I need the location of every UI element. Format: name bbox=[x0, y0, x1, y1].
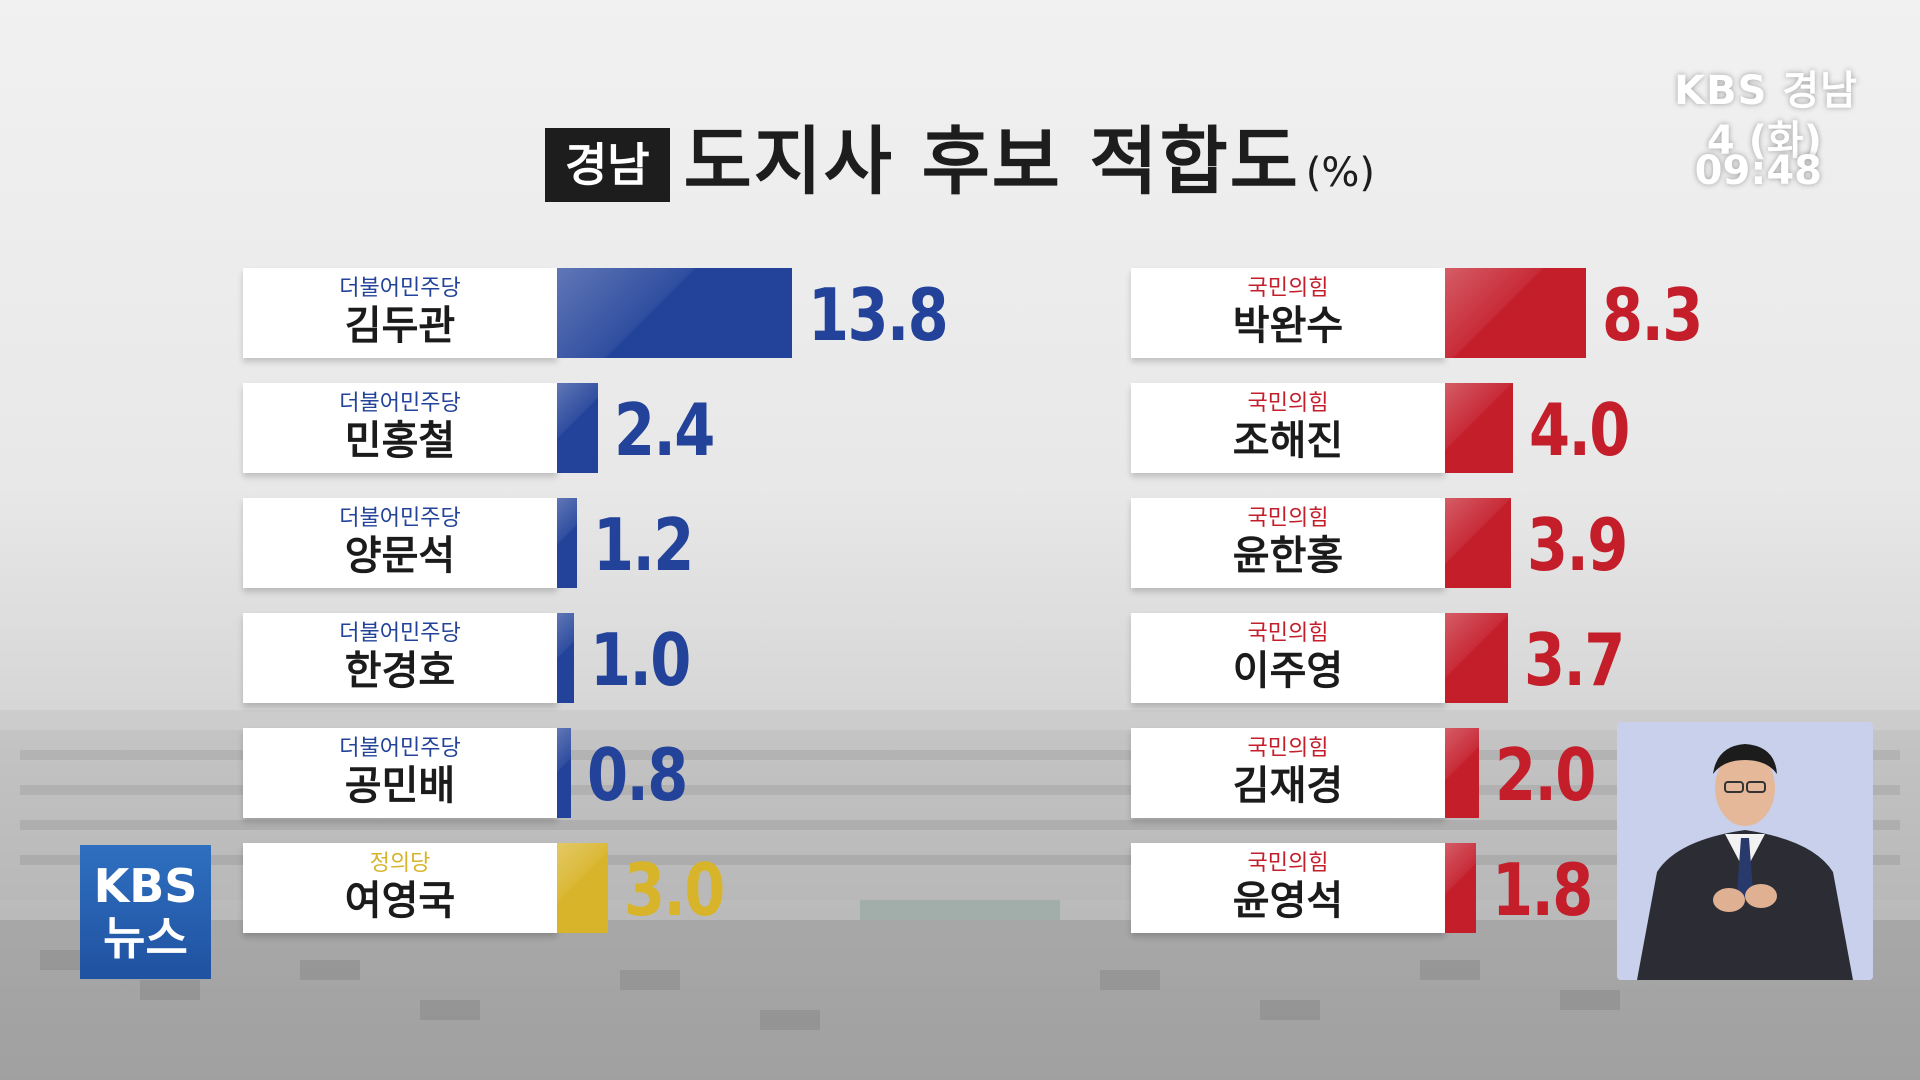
bar bbox=[557, 613, 574, 703]
party-label: 국민의힘 bbox=[1247, 276, 1329, 301]
bar-value-label: 3.0 bbox=[624, 848, 725, 932]
party-label: 국민의힘 bbox=[1247, 851, 1329, 876]
party-label: 더불어민주당 bbox=[339, 736, 461, 761]
bar bbox=[557, 268, 792, 358]
interpreter-figure-icon bbox=[1617, 722, 1873, 980]
bar bbox=[1445, 268, 1587, 358]
candidate-name-card: 국민의힘 윤한홍 bbox=[1131, 498, 1445, 588]
party-label: 국민의힘 bbox=[1247, 506, 1329, 531]
bar bbox=[1445, 498, 1512, 588]
candidate-name: 김재경 bbox=[1232, 763, 1344, 809]
candidate-name-card: 국민의힘 이주영 bbox=[1131, 613, 1445, 703]
bar-value-label: 13.8 bbox=[807, 273, 949, 357]
candidate-name: 박완수 bbox=[1232, 303, 1344, 349]
candidate-name-card: 더불어민주당 민홍철 bbox=[243, 383, 557, 473]
candidate-name: 양문석 bbox=[344, 533, 456, 579]
news-logo-line-1: KBS bbox=[93, 859, 198, 913]
candidate-name-card: 정의당 여영국 bbox=[243, 843, 557, 933]
bar-value-label: 0.8 bbox=[586, 733, 688, 817]
candidate-name-card: 국민의힘 김재경 bbox=[1131, 728, 1445, 818]
candidate-name-card: 국민의힘 윤영석 bbox=[1131, 843, 1445, 933]
bar-value-label: 1.2 bbox=[593, 503, 694, 587]
kbs-channel-logo: KBS 경남 bbox=[1674, 68, 1858, 114]
party-label: 더불어민주당 bbox=[339, 506, 461, 531]
bar-value-label: 1.0 bbox=[590, 618, 691, 702]
bar-value-label: 3.9 bbox=[1527, 503, 1628, 587]
building-background-image bbox=[0, 710, 1920, 1080]
candidate-name: 민홍철 bbox=[344, 418, 456, 464]
party-label: 국민의힘 bbox=[1247, 391, 1329, 416]
bar bbox=[557, 498, 578, 588]
party-label: 더불어민주당 bbox=[339, 621, 461, 646]
candidate-name-card: 더불어민주당 김두관 bbox=[243, 268, 557, 358]
bar bbox=[1445, 383, 1513, 473]
party-label: 정의당 bbox=[369, 851, 431, 876]
bar-value-label: 2.4 bbox=[613, 388, 715, 472]
bar bbox=[557, 843, 608, 933]
bar-value-label: 2.0 bbox=[1495, 733, 1596, 817]
party-label: 더불어민주당 bbox=[339, 276, 461, 301]
title-region-badge: 경남 bbox=[544, 128, 670, 202]
candidate-name: 조해진 bbox=[1232, 418, 1344, 464]
candidate-name: 한경호 bbox=[344, 648, 456, 694]
candidate-name: 이주영 bbox=[1232, 648, 1344, 694]
party-label: 국민의힘 bbox=[1247, 736, 1329, 761]
candidate-name: 공민배 bbox=[344, 763, 456, 809]
candidate-name-card: 국민의힘 조해진 bbox=[1131, 383, 1445, 473]
party-label: 국민의힘 bbox=[1247, 621, 1329, 646]
candidate-name: 여영국 bbox=[344, 878, 456, 924]
bar bbox=[557, 383, 598, 473]
bar bbox=[1445, 728, 1479, 818]
bar-value-label: 1.8 bbox=[1491, 848, 1593, 932]
broadcast-date: 4 (화) bbox=[1706, 118, 1822, 164]
candidate-name: 김두관 bbox=[344, 303, 456, 349]
party-label: 더불어민주당 bbox=[339, 391, 461, 416]
candidate-name-card: 국민의힘 박완수 bbox=[1131, 268, 1445, 358]
title-unit: (%) bbox=[1305, 150, 1376, 196]
bar bbox=[1445, 843, 1476, 933]
candidate-name-card: 더불어민주당 양문석 bbox=[243, 498, 557, 588]
bar-value-label: 8.3 bbox=[1602, 273, 1703, 357]
broadcast-time: 09:48 bbox=[1694, 148, 1822, 194]
bar bbox=[557, 728, 571, 818]
candidate-name: 윤한홍 bbox=[1232, 533, 1344, 579]
title-text: 도지사 후보 적합도 bbox=[683, 119, 1300, 205]
sign-language-interpreter-video bbox=[1617, 722, 1873, 980]
candidate-name-card: 더불어민주당 한경호 bbox=[243, 613, 557, 703]
kbs-news-logo: KBS 뉴스 bbox=[80, 845, 211, 979]
bar-value-label: 4.0 bbox=[1529, 388, 1630, 472]
bar bbox=[1445, 613, 1508, 703]
bar-value-label: 3.7 bbox=[1523, 618, 1625, 702]
news-logo-line-2: 뉴스 bbox=[103, 911, 188, 965]
candidate-name-card: 더불어민주당 공민배 bbox=[243, 728, 557, 818]
candidate-name: 윤영석 bbox=[1232, 878, 1344, 924]
chart-title: 경남 도지사 후보 적합도 (%) bbox=[0, 122, 1920, 202]
